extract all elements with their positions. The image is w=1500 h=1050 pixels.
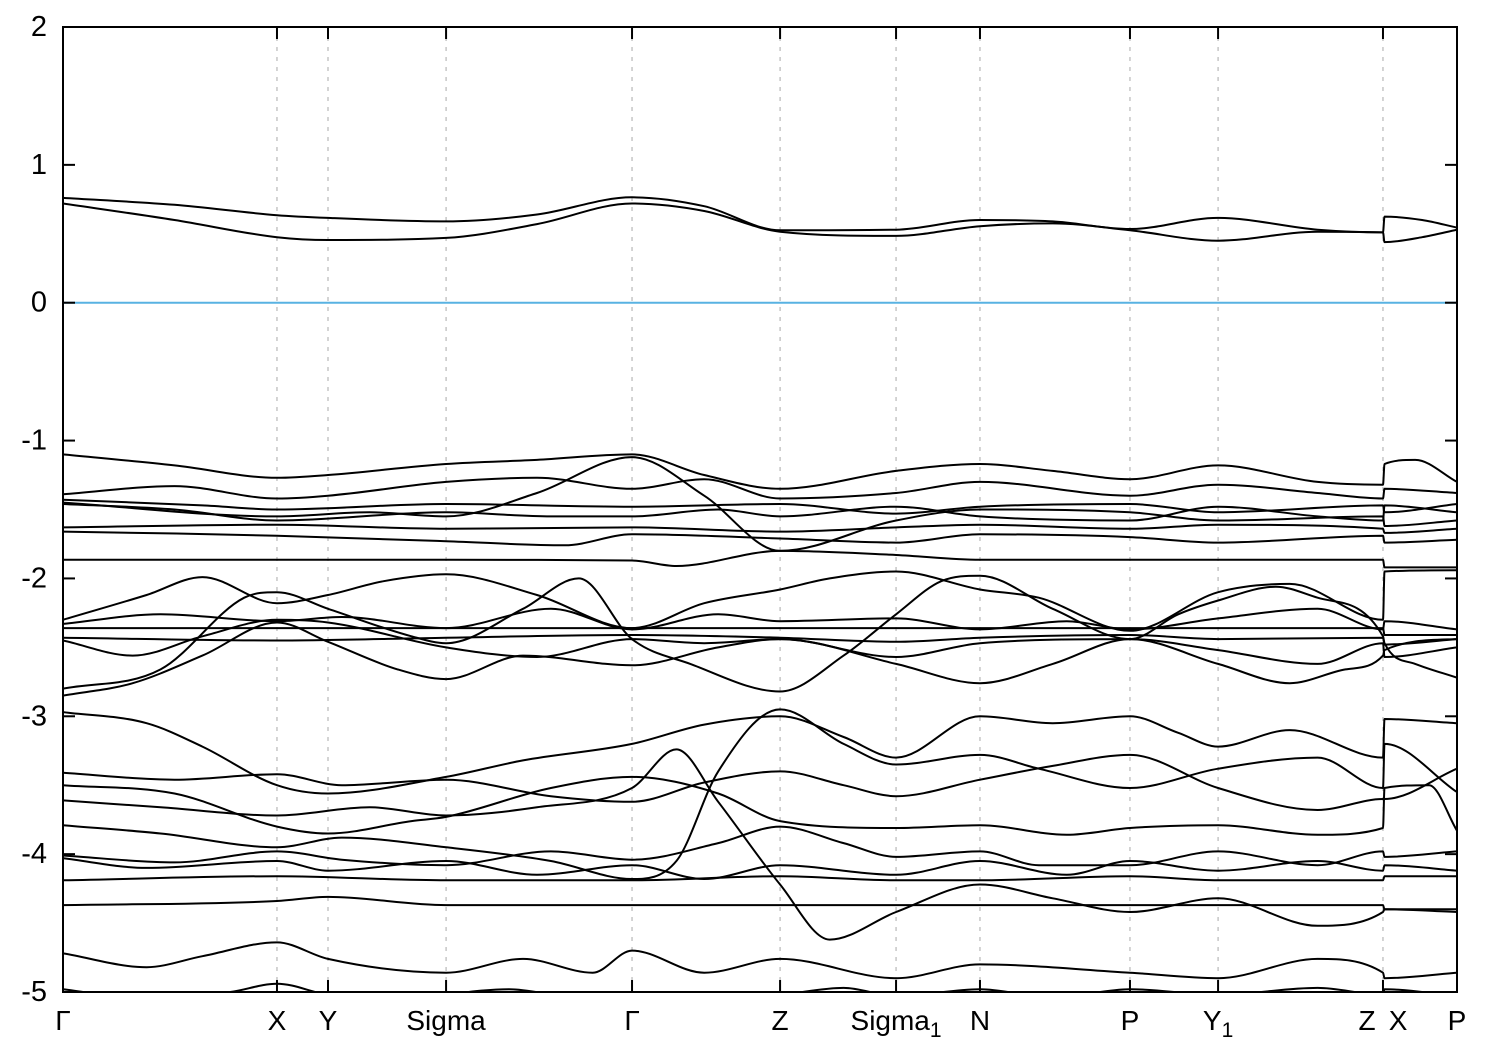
plot-border	[62, 26, 1458, 993]
band-line-22	[63, 825, 1457, 867]
band-line-18	[63, 753, 1457, 812]
x-axis-label: Γ	[624, 1005, 639, 1036]
band-line-3	[63, 476, 1457, 500]
band-line-19	[63, 775, 1457, 836]
band-line-2	[63, 453, 1457, 490]
y-tick-label: 0	[31, 287, 47, 319]
band-line-8	[63, 530, 1457, 547]
x-axis-label: P	[1448, 1005, 1467, 1036]
y-tick-label: -2	[21, 562, 47, 594]
band-line-6	[63, 503, 1457, 522]
y-tick-label: -1	[21, 425, 47, 457]
band-line-12	[63, 627, 1457, 637]
band-line-26	[63, 941, 1457, 980]
band-line-16	[63, 621, 1457, 697]
band-line-1	[63, 202, 1457, 244]
band-line-4	[63, 498, 1457, 515]
x-axis-label: Z	[772, 1005, 789, 1036]
x-axis-label: X	[1389, 1005, 1408, 1036]
x-axis-label: X	[268, 1005, 287, 1036]
x-axis-label: P	[1121, 1005, 1140, 1036]
band-line-7	[63, 523, 1457, 534]
band-line-10	[63, 569, 1457, 632]
x-axis-label: Sigma1	[851, 1005, 942, 1042]
band-line-9	[63, 549, 1457, 569]
x-axis-label: Z	[1359, 1005, 1376, 1036]
band-line-20	[63, 748, 1457, 941]
x-axis-label: N	[970, 1005, 990, 1036]
band-line-13	[63, 633, 1457, 646]
band-line-23	[63, 857, 1457, 881]
band-line-25	[63, 895, 1457, 911]
y-tick-label: 2	[31, 11, 47, 43]
x-axis-label: Γ	[55, 1005, 70, 1036]
y-tick-label: 1	[31, 149, 47, 181]
band-line-21	[63, 708, 1457, 881]
x-axis-label: Y	[319, 1005, 338, 1036]
band-line-15	[63, 574, 1457, 693]
x-axis-label: Sigma	[406, 1005, 486, 1036]
band-line-11	[63, 607, 1457, 631]
y-tick-label: -3	[21, 700, 47, 732]
x-axis-label: Y1	[1203, 1005, 1233, 1042]
y-tick-label: -4	[21, 838, 47, 870]
band-line-24	[63, 875, 1457, 882]
band-line-17	[63, 711, 1457, 795]
y-tick-label: -5	[21, 976, 47, 1008]
